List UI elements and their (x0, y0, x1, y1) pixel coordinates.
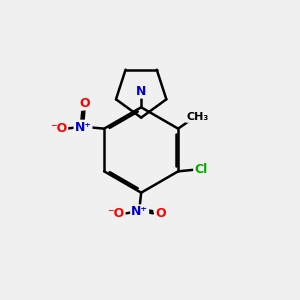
Text: ⁻O: ⁻O (107, 207, 124, 220)
Text: N: N (136, 85, 146, 98)
Text: O: O (79, 97, 90, 110)
Text: O: O (155, 207, 166, 220)
Text: ⁻O: ⁻O (50, 122, 67, 135)
Text: N⁺: N⁺ (74, 121, 92, 134)
Text: CH₃: CH₃ (186, 112, 208, 122)
Text: Cl: Cl (194, 164, 207, 176)
Text: N⁺: N⁺ (131, 205, 148, 218)
